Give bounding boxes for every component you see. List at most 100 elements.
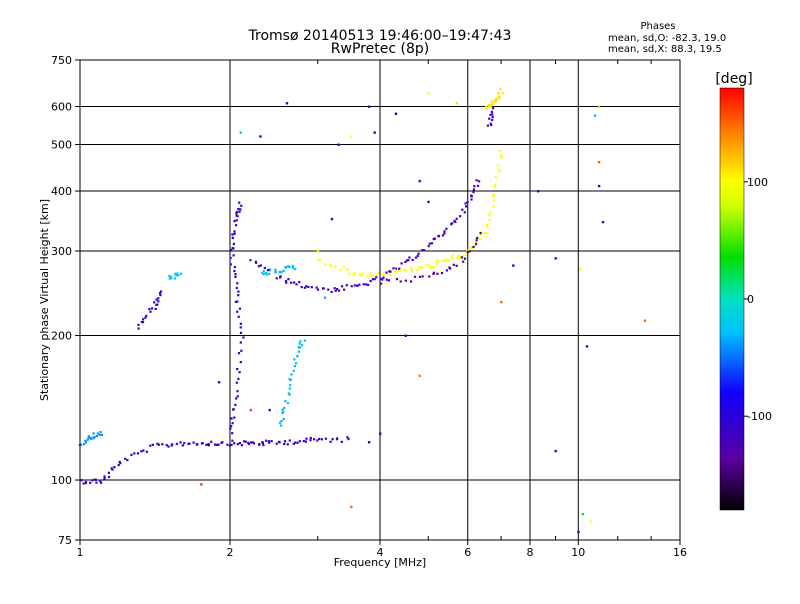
echo-point — [200, 442, 204, 445]
y-tick-label: 500 — [51, 139, 72, 152]
echo-point — [119, 462, 122, 465]
echo-point — [461, 208, 464, 211]
echo-point — [367, 105, 371, 108]
echo-point — [341, 285, 344, 288]
echo-point — [466, 201, 469, 204]
echo-point — [238, 307, 241, 310]
echo-point — [236, 310, 239, 313]
x-axis-label: Frequency [MHz] — [334, 556, 426, 569]
echo-point — [176, 272, 179, 275]
echo-point — [159, 294, 162, 297]
echo-point — [489, 105, 492, 108]
echo-point — [237, 315, 240, 318]
echo-point — [593, 114, 597, 117]
echo-point — [455, 217, 458, 220]
echo-point — [100, 481, 103, 484]
x-tick-label: 16 — [673, 546, 687, 559]
echo-point — [303, 339, 306, 342]
echo-point — [236, 443, 239, 446]
x-tick-label: 8 — [527, 546, 534, 559]
echo-point — [86, 438, 89, 441]
echo-point — [389, 272, 392, 275]
echo-point — [290, 373, 293, 376]
echo-point — [283, 406, 286, 409]
echo-point — [336, 288, 339, 291]
echo-point — [494, 101, 497, 104]
echo-point — [362, 283, 365, 286]
echo-point — [428, 275, 431, 278]
echo-point — [316, 439, 319, 442]
echo-point — [290, 281, 293, 284]
echo-point — [428, 242, 431, 245]
echo-point — [234, 273, 237, 276]
echo-point — [279, 421, 282, 424]
echo-point — [491, 116, 494, 119]
echo-point — [330, 290, 333, 294]
echo-point — [413, 275, 417, 278]
echo-point — [259, 135, 262, 138]
echo-point — [89, 436, 92, 439]
echo-point — [93, 478, 96, 481]
echo-point — [262, 444, 265, 447]
echo-point — [235, 212, 238, 215]
echo-point — [235, 397, 238, 400]
echo-point — [488, 219, 491, 222]
echo-point — [149, 444, 152, 447]
echo-point — [205, 443, 208, 446]
echo-point — [236, 282, 239, 285]
echo-point — [316, 250, 320, 253]
echo-point — [240, 204, 243, 207]
echo-point — [282, 269, 285, 272]
echo-point — [441, 260, 444, 263]
echo-point — [239, 208, 242, 211]
echo-point — [466, 251, 469, 254]
echo-point — [232, 254, 235, 257]
echo-point — [474, 241, 477, 244]
echo-point — [285, 266, 288, 269]
echo-point — [342, 266, 345, 269]
echo-point — [463, 211, 466, 214]
echo-point — [330, 217, 334, 221]
echo-point — [286, 443, 289, 446]
echo-point — [161, 443, 164, 446]
echo-point — [416, 254, 419, 257]
echo-point — [486, 223, 489, 226]
echo-point — [237, 352, 241, 355]
echo-point — [597, 160, 601, 164]
echo-point — [84, 440, 87, 443]
echo-point — [490, 123, 493, 126]
echo-point — [500, 156, 503, 159]
echo-point — [233, 220, 236, 223]
echo-point — [249, 259, 252, 262]
echo-point — [435, 260, 438, 263]
echo-point — [443, 230, 446, 233]
echo-point — [217, 381, 221, 384]
echo-point — [347, 438, 350, 441]
echo-point — [337, 289, 341, 292]
echo-point — [361, 272, 364, 275]
echo-point — [136, 452, 140, 455]
echo-point — [192, 441, 195, 444]
echo-point — [286, 402, 290, 405]
y-tick-label: 600 — [51, 101, 72, 114]
echo-point — [464, 202, 467, 205]
echo-point — [142, 449, 145, 452]
echo-point — [459, 215, 462, 218]
echo-point — [140, 320, 143, 324]
echo-point — [463, 257, 467, 260]
echo-point — [175, 274, 178, 277]
y-tick-label: 300 — [51, 245, 72, 258]
horizontal-gridlines — [80, 106, 680, 481]
echo-point — [93, 435, 96, 439]
echo-point — [329, 264, 332, 268]
echo-point — [231, 432, 234, 435]
echo-point — [398, 267, 401, 270]
echo-point — [229, 248, 232, 251]
echo-point — [295, 283, 298, 286]
echo-point — [443, 259, 446, 262]
y-tick-label: 75 — [58, 534, 72, 547]
echo-point — [298, 280, 301, 284]
echo-point — [404, 269, 407, 272]
echo-point — [453, 219, 456, 222]
